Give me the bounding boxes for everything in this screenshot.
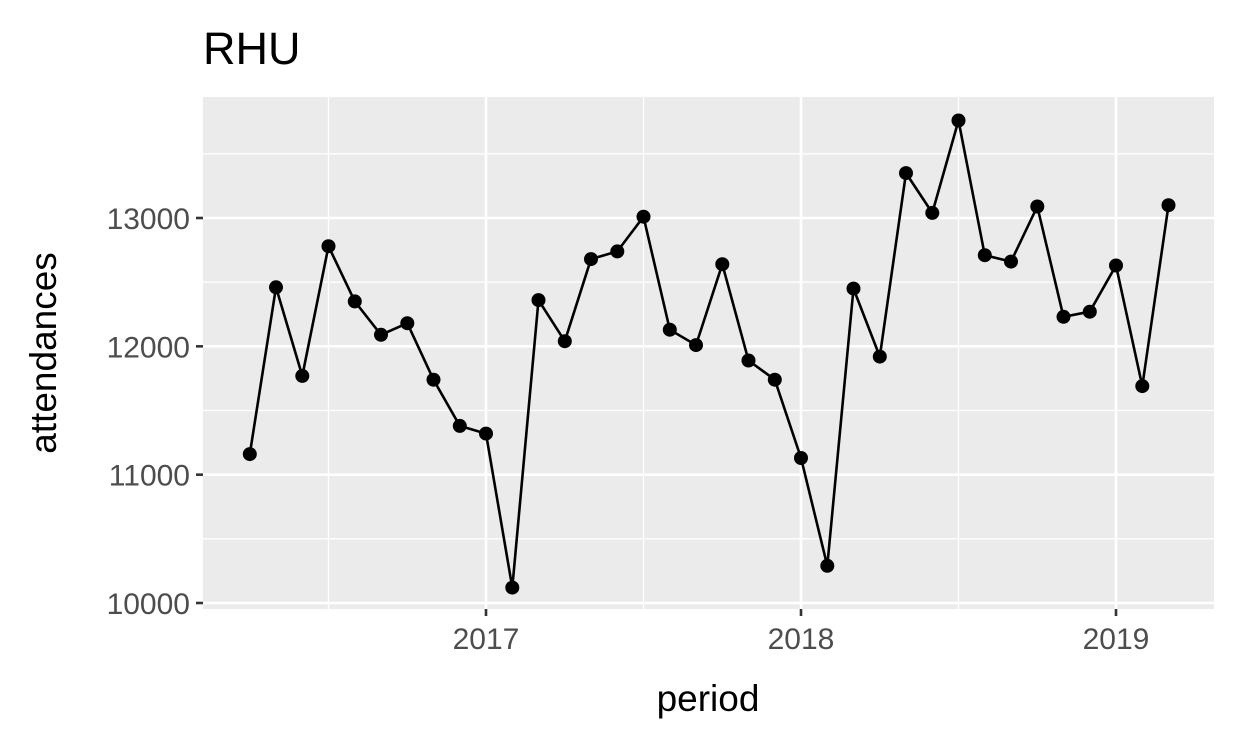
grid-lines (203, 97, 1214, 609)
data-point (242, 447, 257, 462)
data-point (1004, 254, 1018, 269)
data-point (557, 334, 572, 349)
data-point (479, 426, 493, 441)
data-point (925, 205, 940, 220)
data-series (242, 113, 1176, 595)
data-point (531, 293, 546, 308)
data-point (951, 113, 966, 128)
data-point (1135, 379, 1150, 394)
data-point (1030, 199, 1045, 214)
data-point (977, 248, 992, 263)
data-point (846, 281, 861, 296)
data-point (1161, 198, 1176, 213)
y-tick-label: 10000 (107, 588, 190, 621)
y-tick-label: 12000 (107, 331, 190, 364)
data-point (636, 209, 651, 224)
data-point (1082, 304, 1097, 319)
plot-panel (203, 97, 1214, 609)
data-point (820, 558, 835, 573)
axes: 10000 11000 12000 13000 2017 2018 2019 (107, 203, 1150, 656)
data-point (269, 280, 283, 295)
y-tick-label: 13000 (107, 203, 190, 236)
data-point (1056, 309, 1071, 324)
data-point (689, 338, 703, 353)
x-tick-label: 2017 (453, 623, 520, 656)
y-tick-label: 11000 (109, 460, 190, 493)
data-point (899, 166, 913, 181)
x-axis-title: period (657, 678, 760, 719)
data-point (610, 244, 625, 259)
data-point (374, 327, 388, 342)
data-point (505, 580, 520, 595)
data-point (767, 372, 782, 387)
data-point (321, 239, 336, 254)
data-point (715, 257, 730, 272)
data-point (426, 372, 441, 387)
data-point (400, 316, 415, 331)
chart-title: RHU (203, 23, 301, 74)
data-point (347, 294, 362, 309)
data-point (872, 349, 887, 364)
data-point (584, 252, 598, 267)
data-point (1109, 258, 1123, 273)
data-point (295, 368, 310, 383)
x-tick-label: 2018 (768, 623, 835, 656)
data-point (662, 322, 677, 337)
data-point (452, 418, 467, 433)
y-axis-title: attendances (23, 252, 64, 454)
data-point (741, 353, 756, 368)
x-tick-label: 2019 (1083, 623, 1150, 656)
data-point (794, 451, 808, 465)
